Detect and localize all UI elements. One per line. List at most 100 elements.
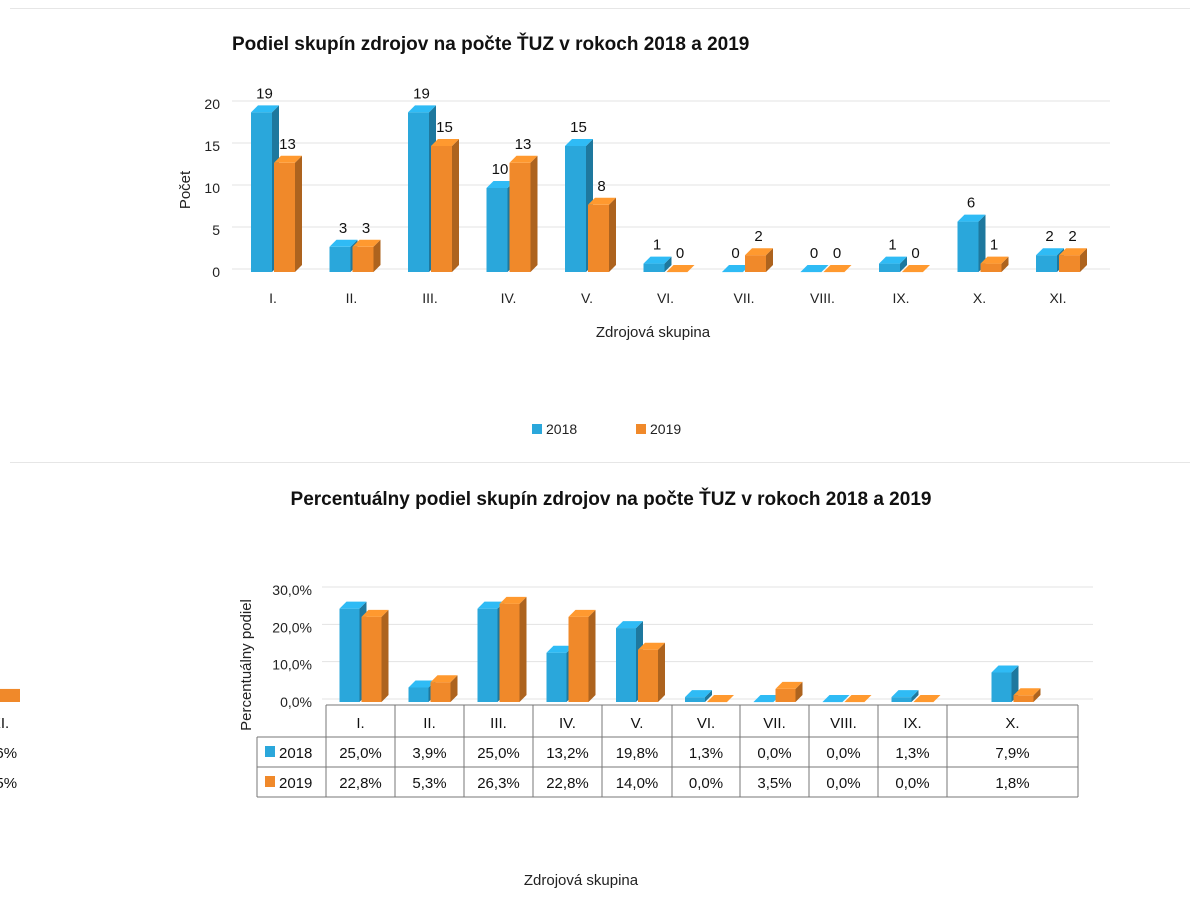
table-value-cell: 0,0% xyxy=(757,745,791,762)
chart2-bar-2019-I. xyxy=(362,610,389,702)
chart1-y-tick: 0 xyxy=(212,264,220,280)
chart2-bar-2019-IX. xyxy=(914,695,941,702)
table-value-cell: 26,3% xyxy=(477,775,520,792)
chart1-bar-2019-IV. xyxy=(510,156,538,272)
table-value-cell: 1,3% xyxy=(895,745,929,762)
chart1-x-tick: VI. xyxy=(657,290,674,306)
chart1-data-label: 3 xyxy=(362,220,370,237)
chart1-data-label: 0 xyxy=(731,245,739,262)
chart1-bars xyxy=(251,105,1087,272)
table-value-cell: 14,0% xyxy=(616,775,659,792)
chart2-y-axis-label: Percentuálny podiel xyxy=(238,599,255,731)
table-series-name: 2018 xyxy=(279,745,312,762)
chart-percentage: Percentuálny podiel skupín zdrojov na po… xyxy=(0,488,1093,889)
chart1-legend-item-2018: 2018 xyxy=(532,421,577,437)
chart2-bars xyxy=(0,597,1041,702)
table-header-cell: VIII. xyxy=(830,715,857,732)
chart1-y-tick: 10 xyxy=(204,180,220,196)
chart1-bar-2019-VI. xyxy=(667,265,695,272)
table-value-cell: 3,9% xyxy=(412,745,446,762)
chart1-bar-2019-IX. xyxy=(902,265,930,272)
chart2-x-axis-label: Zdrojová skupina xyxy=(524,872,639,889)
chart1-data-label: 0 xyxy=(911,245,919,262)
table-value-cell: 5,3% xyxy=(412,775,446,792)
table-header-cell: III. xyxy=(490,715,507,732)
chart2-bar-2018-VI. xyxy=(685,690,712,702)
table-series-name: 2019 xyxy=(279,775,312,792)
chart2-bar-2018-IX. xyxy=(892,690,919,702)
chart2-y-tick: 20,0% xyxy=(272,619,312,635)
table-value-cell: 3,5% xyxy=(757,775,791,792)
chart2-bar-2019-II. xyxy=(431,675,458,702)
table-value-cell: 7,9% xyxy=(995,745,1029,762)
chart1-data-label: 13 xyxy=(279,136,296,153)
chart1-y-axis-label: Počet xyxy=(177,170,194,209)
table-value-cell: 22,8% xyxy=(339,775,382,792)
legend-label: 2019 xyxy=(650,421,681,437)
chart1-bar-2019-XI. xyxy=(1059,248,1087,272)
chart2-bar-2019-V. xyxy=(638,643,665,702)
chart1-data-label: 6 xyxy=(967,195,975,212)
table-value-cell: 13,2% xyxy=(546,745,589,762)
chart1-x-tick: XI. xyxy=(1049,290,1066,306)
chart1-title: Podiel skupín zdrojov na počte ŤUZ v rok… xyxy=(232,33,749,55)
table-header-cell: VII. xyxy=(763,715,786,732)
chart1-y-tick: 20 xyxy=(204,96,220,112)
table-header-cell: IX. xyxy=(903,715,921,732)
chart1-bar-2019-I. xyxy=(274,156,302,272)
chart1-data-label: 19 xyxy=(256,85,273,102)
chart1-data-label: 15 xyxy=(570,119,587,136)
chart2-data-table: I.II.III.IV.V.VI.VII.VIII.IX.X.XI.201825… xyxy=(0,705,1078,797)
table-row-2018: 2018 25,0% 3,9% 25,0% 13,2% 19,8% 1,3% 0,0% 0,0%… xyxy=(0,745,1030,762)
chart-count: Podiel skupín zdrojov na počte ŤUZ v rok… xyxy=(177,33,1110,437)
chart2-title: Percentuálny podiel skupín zdrojov na po… xyxy=(291,488,932,510)
chart1-x-tick: IV. xyxy=(501,290,517,306)
chart2-y-tick: 0,0% xyxy=(280,694,312,710)
chart2-y-tick: 30,0% xyxy=(272,582,312,598)
chart1-bar-2019-II. xyxy=(353,240,381,272)
table-value-cell: 0,0% xyxy=(826,745,860,762)
table-header-cell: X. xyxy=(1005,715,1019,732)
chart1-data-label: 1 xyxy=(653,237,661,254)
table-value-cell: 3,5% xyxy=(0,775,17,792)
table-header-cell: II. xyxy=(423,715,436,732)
table-value-cell: 2,6% xyxy=(0,745,17,762)
chart1-data-label: 8 xyxy=(597,178,605,195)
chart2-bar-2018-VIII. xyxy=(823,695,850,702)
table-value-cell: 1,3% xyxy=(689,745,723,762)
chart2-y-tick: 10,0% xyxy=(272,657,312,673)
table-header-cell: I. xyxy=(356,715,364,732)
table-header-cell: V. xyxy=(631,715,644,732)
chart1-data-label: 0 xyxy=(676,245,684,262)
chart1-y-tick: 15 xyxy=(204,138,220,154)
chart1-legend-item-2019: 2019 xyxy=(636,421,681,437)
chart1-bar-2018-IX. xyxy=(879,257,907,272)
chart1-data-label: 0 xyxy=(833,245,841,262)
table-value-cell: 0,0% xyxy=(895,775,929,792)
chart2-bar-2019-III. xyxy=(500,597,527,702)
table-value-cell: 25,0% xyxy=(339,745,382,762)
chart2-bar-2019-VII. xyxy=(776,682,803,702)
chart1-x-axis-label: Zdrojová skupina xyxy=(596,324,711,341)
chart2-bar-2019-IV. xyxy=(569,610,596,702)
chart1-x-tick: V. xyxy=(581,290,593,306)
legend-swatch xyxy=(636,424,646,434)
chart1-data-label: 0 xyxy=(810,245,818,262)
middle-separator xyxy=(10,462,1190,463)
chart2-bar-2019-VI. xyxy=(707,695,734,702)
chart1-x-tick: VII. xyxy=(733,290,754,306)
chart1-legend: 2018 2019 xyxy=(532,421,681,437)
table-legend-swatch xyxy=(265,746,275,757)
chart1-x-tick: III. xyxy=(422,290,438,306)
table-value-cell: 0,0% xyxy=(689,775,723,792)
chart1-bar-2019-III. xyxy=(431,139,459,272)
chart1-bar-2019-VIII. xyxy=(824,265,852,272)
chart1-x-tick: I. xyxy=(269,290,277,306)
chart1-data-label: 2 xyxy=(1045,228,1053,245)
table-value-cell: 19,8% xyxy=(616,745,659,762)
chart1-data-label: 19 xyxy=(413,85,430,102)
table-value-cell: 25,0% xyxy=(477,745,520,762)
